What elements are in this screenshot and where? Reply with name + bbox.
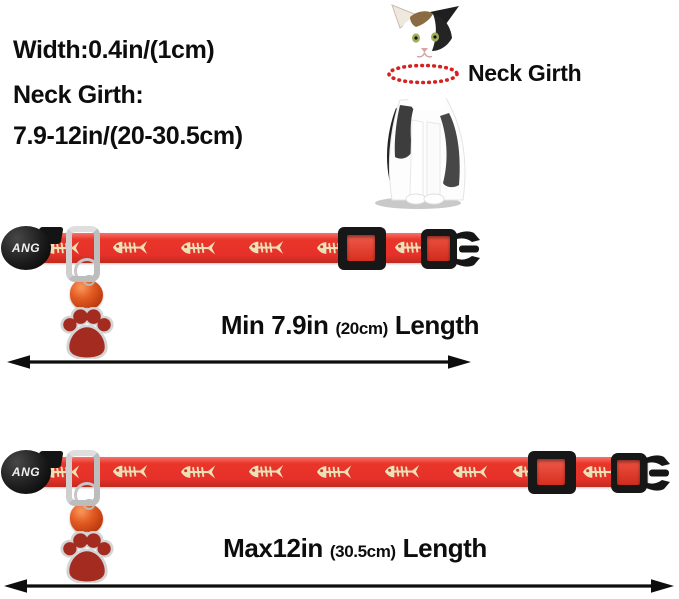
min-length-value: Min 7.9in [220, 310, 329, 340]
bell-charm [70, 499, 103, 534]
tri-glide-slider [528, 451, 576, 494]
buckle-female: ANG [0, 449, 64, 497]
buckle-prongs [643, 453, 671, 493]
min-length-metric: (20cm) [335, 319, 388, 338]
buckle-male [611, 453, 647, 493]
min-length-label: Min 7.9in (20cm) Length [160, 310, 540, 341]
buckle-cap: ANG [1, 450, 51, 494]
neck-girth-dots [387, 63, 459, 85]
d-ring [66, 226, 100, 282]
min-length-suffix: Length [394, 310, 480, 340]
max-length-label: Max12in (30.5cm) Length [165, 533, 545, 564]
buckle-female: ANG [0, 225, 64, 273]
width-spec-text: Width:0.4in/(1cm) [13, 36, 215, 64]
buckle-male [421, 229, 457, 269]
max-length-value: Max12in [223, 533, 323, 563]
neck-girth-callout: Neck Girth [468, 60, 582, 86]
neck-girth-range: 7.9-12in/(20-30.5cm) [13, 122, 243, 150]
d-ring [66, 450, 100, 506]
tri-glide-slider [338, 227, 386, 270]
paw-charm-icon [59, 531, 115, 583]
buckle-cap: ANG [1, 226, 51, 270]
cat-photo [375, 4, 466, 209]
brand-logo: ANG [11, 241, 41, 255]
paw-charm-icon [59, 307, 115, 359]
collar-min-length: ANG [0, 225, 482, 360]
buckle-prongs [453, 229, 481, 269]
max-length-metric: (30.5cm) [329, 542, 396, 561]
bell-charm [70, 275, 103, 310]
collar-max-length: ANG [0, 449, 678, 584]
max-length-suffix: Length [402, 533, 488, 563]
max-length-arrow [4, 579, 674, 593]
min-length-arrow [7, 355, 471, 369]
neck-girth-title: Neck Girth: [13, 81, 144, 109]
brand-logo: ANG [11, 465, 41, 479]
